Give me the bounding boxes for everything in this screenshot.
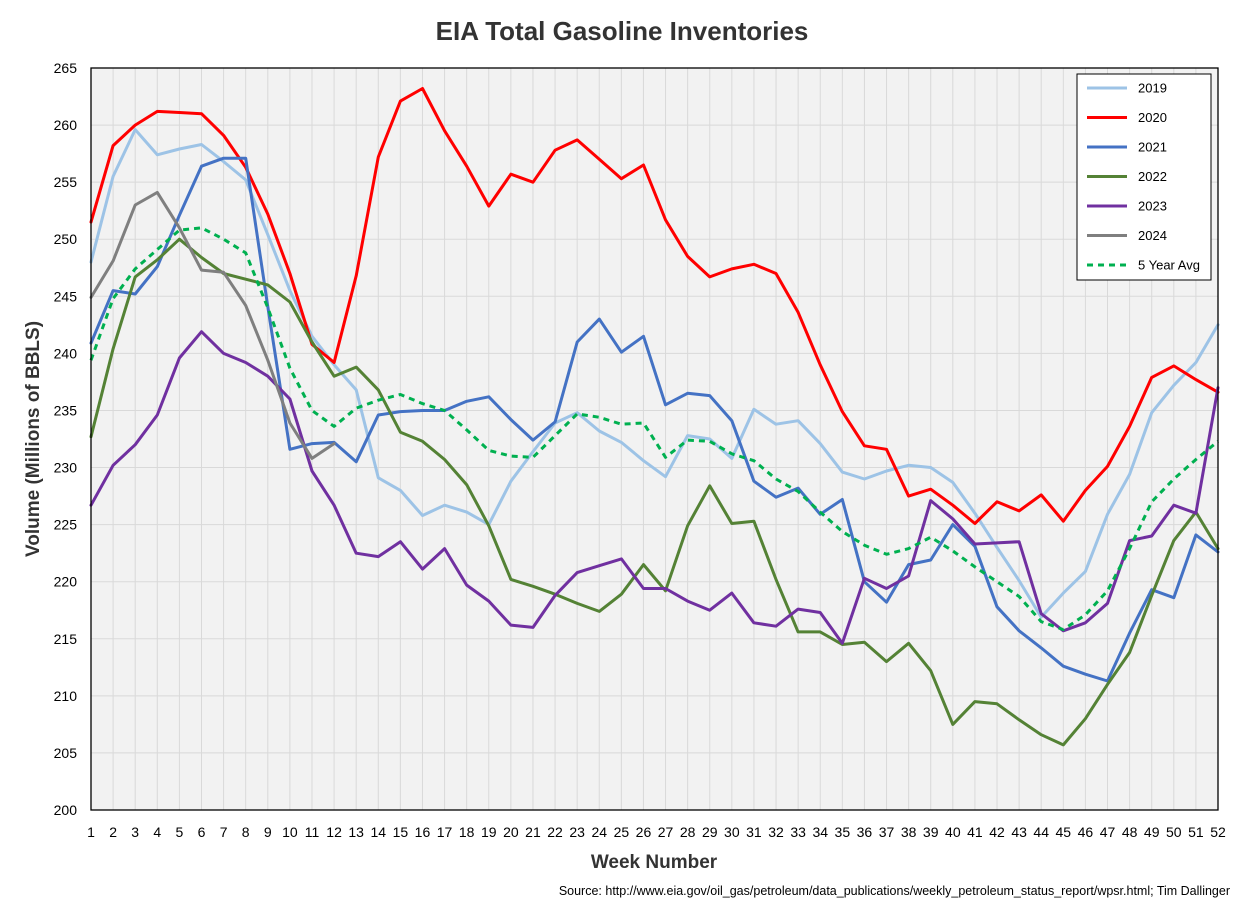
series-line-2021 [89, 156, 1220, 683]
legend-label: 2021 [1138, 140, 1167, 155]
x-tick-label: 20 [503, 824, 519, 840]
source-note: Source: http://www.eia.gov/oil_gas/petro… [559, 884, 1230, 898]
y-tick-label: 200 [54, 802, 78, 818]
legend-items: 2019 2020 2021 2022 2023 2024 5 Year Avg [1087, 81, 1200, 273]
x-tick-label: 17 [437, 824, 453, 840]
x-tick-label: 46 [1078, 824, 1094, 840]
x-tick-label: 22 [547, 824, 563, 840]
legend-label: 2024 [1138, 228, 1167, 243]
y-tick-label: 205 [54, 745, 78, 761]
x-tick-label: 10 [282, 824, 298, 840]
x-tick-label: 35 [835, 824, 851, 840]
series-line-2020 [89, 87, 1220, 525]
x-tick-label: 39 [923, 824, 939, 840]
x-tick-label: 19 [481, 824, 497, 840]
x-tick-label: 15 [393, 824, 409, 840]
gridlines [91, 68, 1218, 810]
x-tick-label: 42 [989, 824, 1005, 840]
series-line-2022 [89, 237, 1220, 747]
x-tick-label: 25 [614, 824, 630, 840]
y-axis-label: Volume (Millions of BBLS) [23, 321, 44, 557]
x-tick-label: 37 [879, 824, 895, 840]
x-axis-label: Week Number [591, 852, 718, 873]
x-tick-label: 16 [415, 824, 431, 840]
x-tick-label: 40 [945, 824, 961, 840]
x-tick-label: 48 [1122, 824, 1138, 840]
legend-label: 2023 [1138, 199, 1167, 214]
y-tick-label: 260 [54, 117, 78, 133]
x-tick-label: 3 [131, 824, 139, 840]
y-tick-label: 250 [54, 231, 78, 247]
x-tick-label: 21 [525, 824, 541, 840]
legend-label: 2022 [1138, 169, 1167, 184]
y-tick-label: 245 [54, 288, 78, 304]
legend-label: 2019 [1138, 81, 1167, 96]
x-tick-label: 30 [724, 824, 740, 840]
x-tick-label: 23 [569, 824, 585, 840]
series-line-2024 [89, 190, 336, 460]
y-tick-label: 255 [54, 174, 78, 190]
x-tick-label: 14 [370, 824, 386, 840]
x-tick-label: 6 [198, 824, 206, 840]
x-tick-label: 47 [1100, 824, 1116, 840]
x-tick-labels: 1 2 3 4 5 6 7 8 9 10 11 12 13 14 15 16 17 18 19 20 21 22 23 24 2… [87, 824, 1226, 840]
y-tick-label: 210 [54, 688, 78, 704]
chart-title: EIA Total Gasoline Inventories [436, 16, 809, 46]
x-tick-label: 52 [1210, 824, 1226, 840]
y-tick-label: 225 [54, 517, 78, 533]
y-tick-label: 240 [54, 345, 78, 361]
y-tick-label: 215 [54, 631, 78, 647]
x-tick-label: 12 [326, 824, 342, 840]
x-tick-label: 32 [768, 824, 784, 840]
x-tick-label: 26 [636, 824, 652, 840]
x-tick-label: 7 [220, 824, 228, 840]
x-tick-label: 28 [680, 824, 696, 840]
x-tick-label: 11 [305, 824, 320, 840]
x-tick-label: 50 [1166, 824, 1182, 840]
legend-label: 5 Year Avg [1138, 258, 1200, 273]
y-tick-label: 265 [54, 60, 78, 76]
x-tick-label: 43 [1011, 824, 1027, 840]
x-tick-label: 24 [591, 824, 607, 840]
x-tick-label: 9 [264, 824, 272, 840]
x-tick-label: 18 [459, 824, 475, 840]
x-tick-label: 49 [1144, 824, 1160, 840]
y-tick-label: 235 [54, 402, 78, 418]
x-tick-label: 13 [348, 824, 364, 840]
plot-border [90, 67, 1219, 811]
x-tick-label: 34 [812, 824, 828, 840]
x-tick-label: 33 [790, 824, 806, 840]
x-tick-label: 36 [857, 824, 873, 840]
x-tick-label: 44 [1033, 824, 1049, 840]
x-tick-label: 4 [153, 824, 161, 840]
x-tick-label: 29 [702, 824, 718, 840]
x-tick-label: 5 [175, 824, 183, 840]
series-lines [89, 87, 1220, 747]
x-tick-label: 2 [109, 824, 117, 840]
x-tick-label: 27 [658, 824, 674, 840]
legend-label: 2020 [1138, 110, 1167, 125]
x-tick-label: 8 [242, 824, 250, 840]
y-tick-label: 230 [54, 460, 78, 476]
series-line-2019 [89, 128, 1220, 619]
x-tick-label: 45 [1056, 824, 1072, 840]
legend: 2019 2020 2021 2022 2023 2024 5 Year Avg [1076, 73, 1212, 281]
x-tick-label: 31 [746, 824, 762, 840]
y-tick-label: 220 [54, 574, 78, 590]
y-tick-labels: 200 205 210 215 220 225 230 235 240 245 250 255 260 2… [54, 60, 78, 818]
x-tick-label: 38 [901, 824, 917, 840]
x-tick-label: 41 [967, 824, 983, 840]
x-tick-label: 1 [87, 824, 95, 840]
x-tick-label: 51 [1188, 824, 1204, 840]
